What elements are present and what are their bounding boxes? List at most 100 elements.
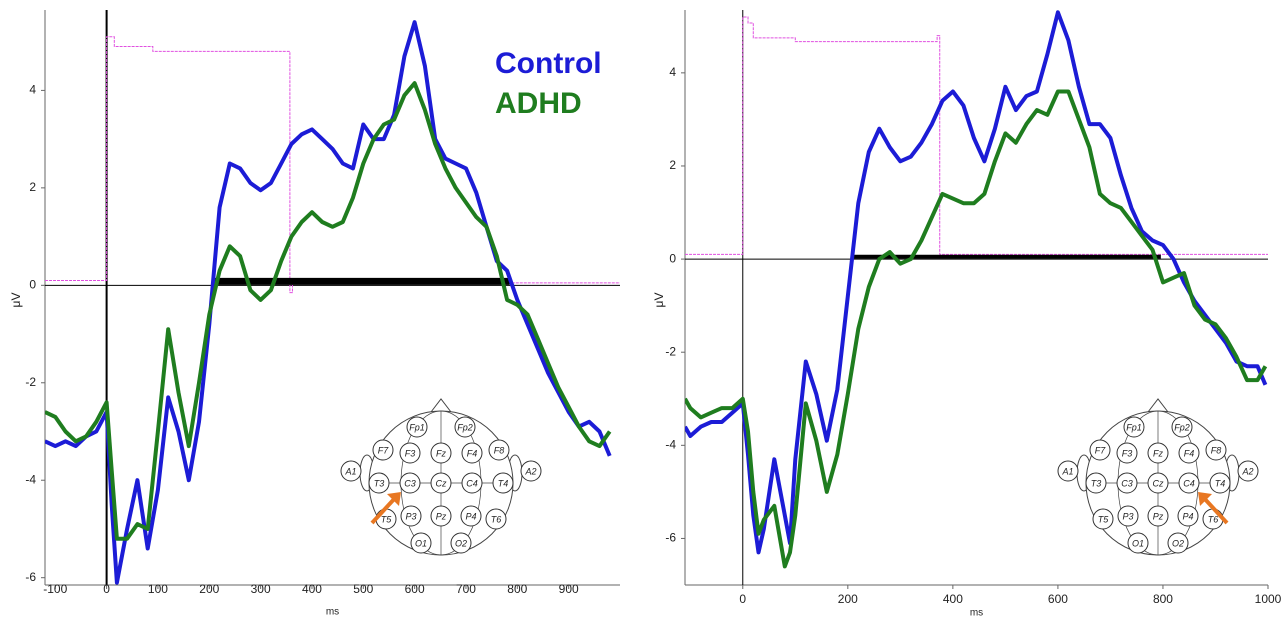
x-axis-label: ms (326, 607, 339, 618)
x-axis-label: ms (970, 608, 983, 619)
stimulus-trace (685, 16, 1268, 255)
arrow-shaft (370, 495, 398, 525)
electrode-label: T4 (498, 478, 509, 488)
electrode-label: A1 (344, 466, 356, 476)
x-tick-label: 300 (251, 582, 271, 596)
electrode (430, 442, 452, 464)
x-tick-label: 600 (1048, 592, 1068, 606)
electrode-label: O1 (415, 538, 427, 548)
x-tick-label: 400 (943, 592, 963, 606)
electrode-label: A2 (524, 466, 536, 476)
x-tick-label: 0 (739, 592, 746, 606)
electrode-label: F8 (1211, 445, 1222, 455)
y-tick-label: 2 (29, 180, 36, 194)
electrode-label: T6 (491, 514, 502, 524)
electrode-label: T6 (1208, 514, 1219, 524)
legend-label: ADHD (495, 87, 582, 120)
electrode (1123, 416, 1145, 438)
y-tick-label: 0 (29, 277, 36, 291)
electrode (488, 439, 510, 461)
y-tick-label: 2 (669, 158, 676, 172)
x-tick-label: 800 (1153, 592, 1173, 606)
electrode (1178, 472, 1200, 494)
electrode (1171, 416, 1193, 438)
series-line (685, 10, 1268, 555)
electrode (430, 472, 452, 494)
electrode-label: Pz (1153, 511, 1164, 521)
electrode-label: Fp2 (1174, 422, 1190, 432)
electrode-label: O2 (455, 538, 467, 548)
x-tick-label: 0 (103, 582, 110, 596)
electrode (520, 460, 542, 482)
y-axis-label: μV (652, 293, 666, 308)
electrode-label: F7 (378, 445, 389, 455)
electrode (1116, 442, 1138, 464)
x-tick-label: 200 (838, 592, 858, 606)
electrode (454, 416, 476, 438)
electrode (430, 505, 452, 527)
stimulus-trace (45, 36, 620, 294)
electrode (340, 460, 362, 482)
electrode-label: T5 (1098, 514, 1109, 524)
y-tick-label: -2 (25, 375, 36, 389)
electrode-label: F3 (405, 448, 416, 458)
y-tick-label: -2 (665, 344, 676, 358)
electrode (1167, 532, 1189, 554)
electrode (1057, 460, 1079, 482)
electrode (461, 472, 483, 494)
electrode (1205, 439, 1227, 461)
head-nose (430, 398, 452, 413)
y-tick-label: 4 (669, 65, 676, 79)
electrode-map: Fp1 Fp2 F7 F3 Fz F4 F8 A1 T3 C3 Cz C4 T4 A2 T5 P3 Pz P4 T6… (340, 398, 542, 556)
electrode (450, 532, 472, 554)
y-axis-label: μV (9, 293, 23, 308)
x-tick-label: 100 (148, 582, 168, 596)
y-tick-label: 0 (669, 251, 676, 265)
x-tick-label: 500 (353, 582, 373, 596)
electrode-label: P3 (405, 511, 416, 521)
electrode-label: F8 (494, 445, 505, 455)
legend-label: Control (495, 47, 602, 80)
electrode-label: T5 (381, 514, 392, 524)
x-tick-label: 800 (507, 582, 527, 596)
electrode (1085, 472, 1107, 494)
electrode-label: Fz (436, 448, 446, 458)
electrode (1092, 508, 1114, 530)
electrode (1117, 505, 1139, 527)
electrode (461, 442, 483, 464)
electrode (1127, 532, 1149, 554)
electrode-label: F7 (1095, 445, 1106, 455)
x-tick-label: 900 (559, 582, 579, 596)
electrode-label: C3 (404, 478, 416, 488)
electrode-label: O1 (1132, 538, 1144, 548)
x-tick-label: -100 (43, 582, 67, 596)
electrode-label: Fp1 (409, 422, 425, 432)
series-line (45, 81, 612, 541)
y-tick-label: -4 (665, 437, 676, 451)
x-tick-label: 200 (199, 582, 219, 596)
electrode-label: T3 (1091, 478, 1102, 488)
electrode (1147, 505, 1169, 527)
electrode-label: C3 (1121, 478, 1133, 488)
electrode (1147, 472, 1169, 494)
arrow-head (1198, 492, 1212, 506)
electrode (1209, 472, 1231, 494)
electrode-label: Cz (436, 478, 447, 488)
electrode-map: Fp1 Fp2 F7 F3 Fz F4 F8 A1 T3 C3 Cz C4 T4 A2 T5 P3 Pz P4 T6… (1057, 398, 1259, 556)
y-tick-label: -6 (25, 570, 36, 584)
arrow-shaft (1201, 495, 1229, 525)
series-line (45, 20, 612, 585)
electrode (492, 472, 514, 494)
electrode-label: T4 (1215, 478, 1226, 488)
head-nose (1147, 398, 1169, 413)
electrode (372, 439, 394, 461)
electrode-label: T3 (374, 478, 385, 488)
electrode-label: P3 (1122, 511, 1133, 521)
electrode (485, 508, 507, 530)
electrode-label: Fp1 (1126, 422, 1142, 432)
electrode (410, 532, 432, 554)
electrode-label: Pz (436, 511, 447, 521)
electrode (400, 505, 422, 527)
x-tick-label: 400 (302, 582, 322, 596)
